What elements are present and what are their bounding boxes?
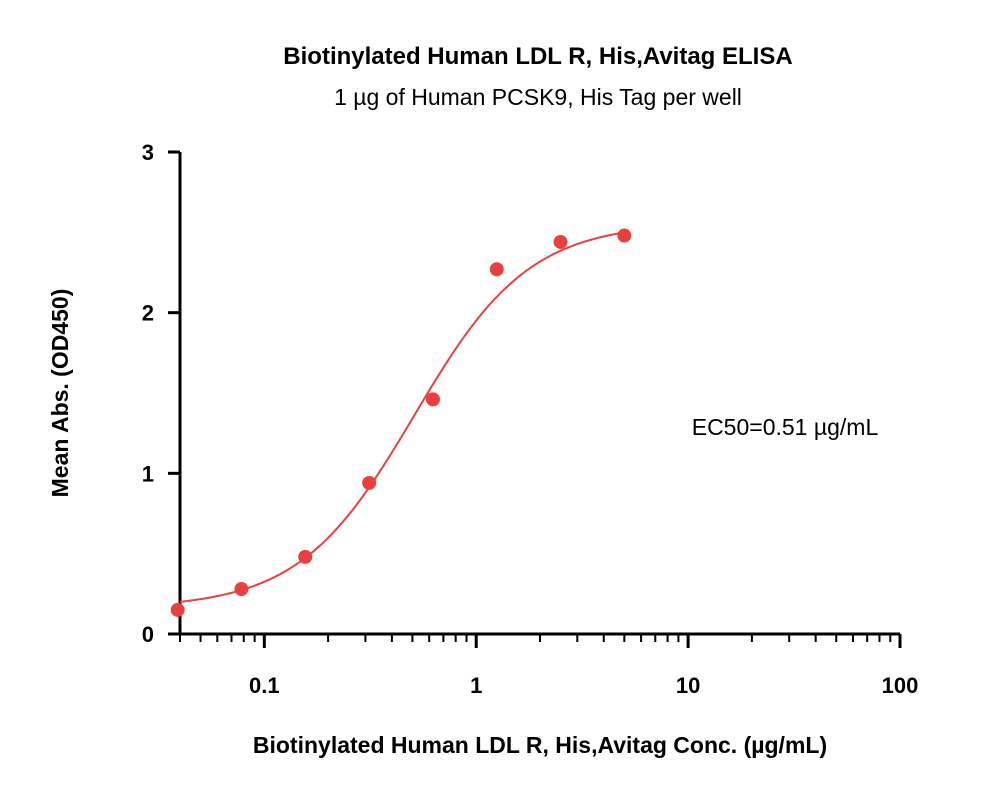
- data-points: [170, 228, 632, 617]
- y-axis-label: Mean Abs. (OD450): [47, 289, 73, 498]
- chart-title: Biotinylated Human LDL R, His,Avitag ELI…: [283, 43, 792, 70]
- x-tick-label: 10: [676, 673, 700, 698]
- data-point: [617, 228, 632, 243]
- data-point: [170, 602, 185, 617]
- data-point: [298, 549, 313, 564]
- fit-curve: [179, 231, 625, 603]
- ec50-annotation: EC50=0.51 µg/mL: [692, 414, 879, 440]
- data-point: [362, 475, 377, 490]
- x-ticks: 0.1 1 10 100: [179, 634, 919, 698]
- data-point: [553, 234, 568, 249]
- y-tick-label: 0: [142, 622, 154, 647]
- y-tick-label: 2: [142, 301, 154, 326]
- data-point: [425, 392, 440, 407]
- x-tick-label: 100: [882, 673, 919, 698]
- y-tick-label: 3: [142, 140, 154, 165]
- x-tick-label: 0.1: [249, 673, 280, 698]
- data-point: [234, 582, 249, 597]
- x-tick-label: 1: [470, 673, 482, 698]
- y-ticks: 0 1 2 3: [142, 140, 180, 647]
- data-point: [489, 262, 504, 277]
- y-tick-label: 1: [142, 461, 154, 486]
- x-axis-label: Biotinylated Human LDL R, His,Avitag Con…: [253, 732, 827, 758]
- chart-subtitle: 1 µg of Human PCSK9, His Tag per well: [334, 84, 742, 110]
- axes: [178, 152, 900, 636]
